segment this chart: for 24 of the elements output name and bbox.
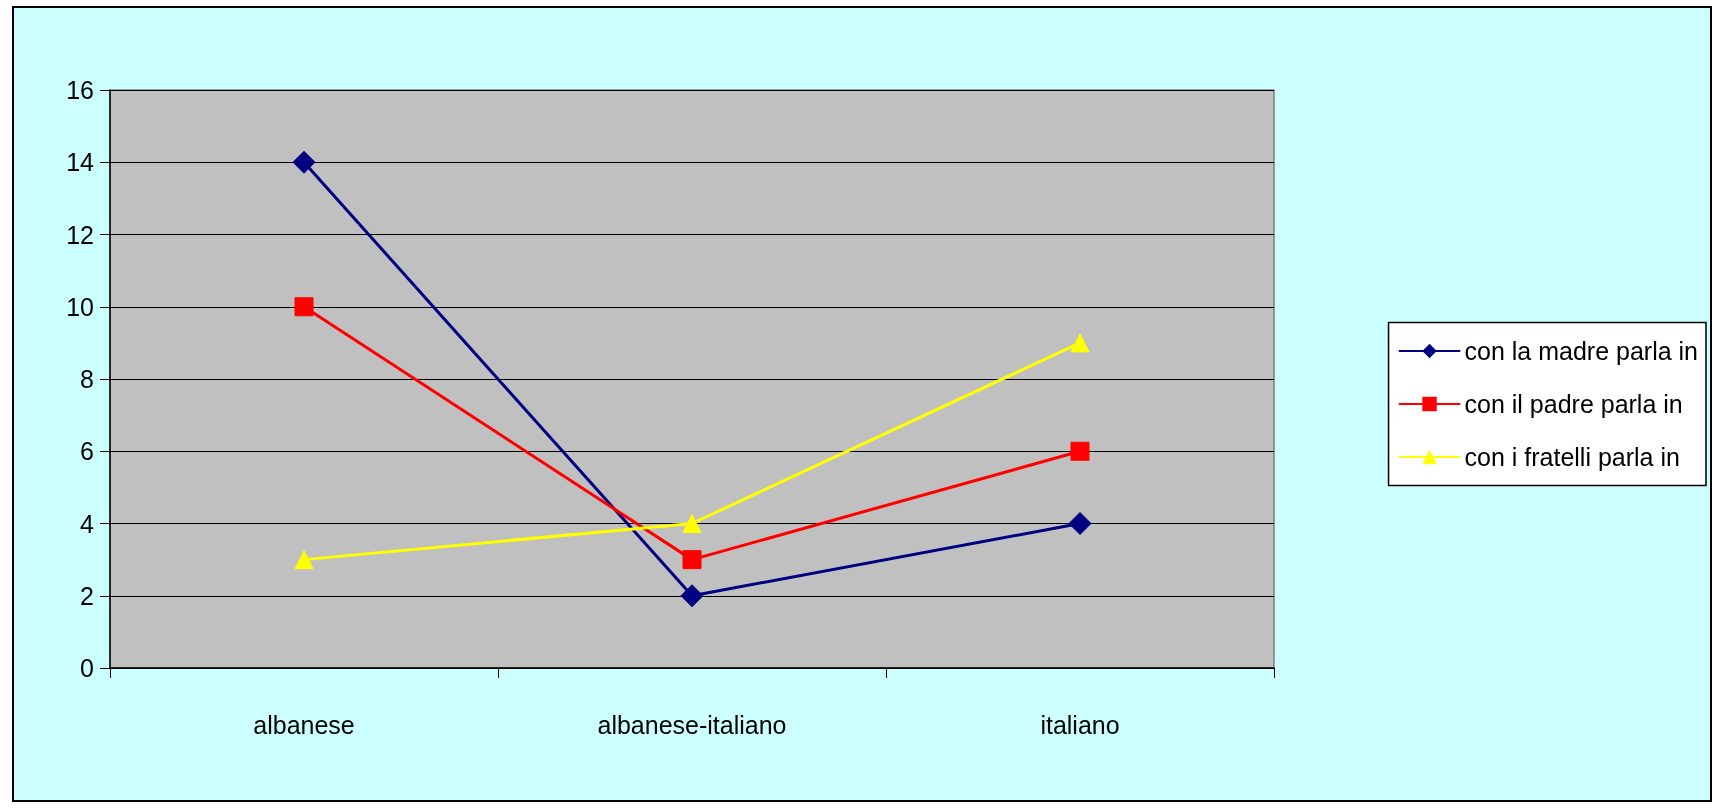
point <box>1068 512 1092 535</box>
y-tick-label: 12 <box>66 220 94 249</box>
point <box>1070 441 1090 461</box>
y-tick-label: 2 <box>80 581 94 610</box>
y-tick-label: 6 <box>80 437 94 466</box>
point <box>294 297 314 317</box>
y-tick-label: 8 <box>80 365 94 393</box>
y-tick-label: 4 <box>80 509 95 538</box>
point <box>682 514 702 533</box>
point <box>680 584 704 608</box>
y-tick-label: 14 <box>66 148 95 177</box>
y-tick-label: 0 <box>80 654 94 682</box>
y-tick-label: 16 <box>66 76 94 104</box>
x-tick-label: albanese <box>253 710 355 739</box>
x-tick-label: albanese-italiano <box>597 710 787 739</box>
point <box>292 150 316 174</box>
legend-label: con i fratelli parla in <box>1464 443 1680 471</box>
point <box>1070 333 1090 353</box>
x-tick-label: italiano <box>1040 710 1120 739</box>
point <box>294 550 314 570</box>
point <box>682 550 702 570</box>
legend-label: con la madre parla in <box>1464 337 1699 365</box>
legend-label: con il padre parla in <box>1464 390 1683 418</box>
y-tick-label: 10 <box>66 292 94 321</box>
